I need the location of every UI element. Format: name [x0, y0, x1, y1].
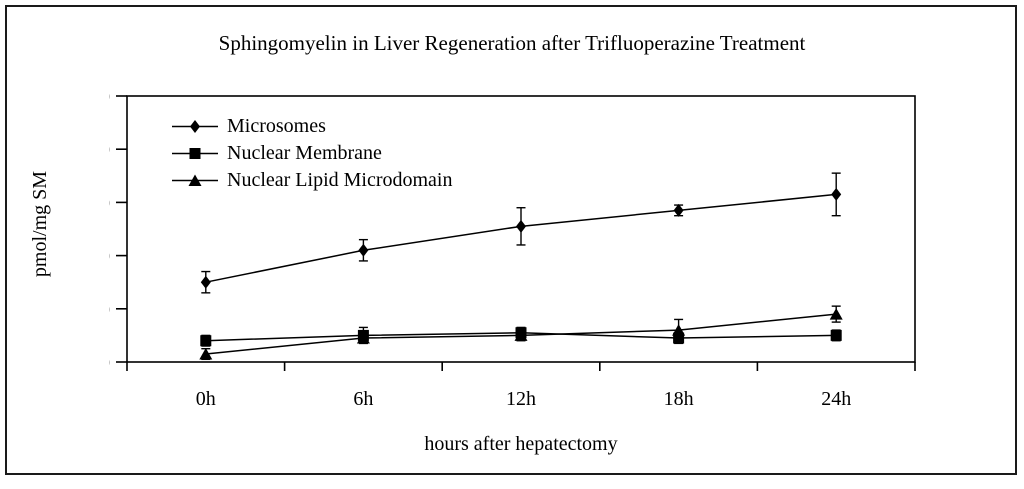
legend-marker-triangle-icon	[188, 174, 202, 186]
y-axis-title: pmol/mg SM	[29, 170, 51, 278]
x-tick-label: 0h	[196, 388, 216, 410]
legend-item-microsomes: Microsomes	[172, 113, 453, 140]
legend: Microsomes Nuclear Membrane Nuclear Lipi…	[172, 113, 453, 194]
marker-diamond-microsomes	[200, 275, 211, 289]
marker-square-nuclear-membrane	[200, 335, 212, 347]
marker-triangle-nuclear-lipid-microdomain	[514, 329, 528, 341]
legend-swatch-square-icon	[172, 148, 218, 159]
y-tick-label: 100	[109, 88, 110, 108]
y-tick-label: 40	[109, 246, 110, 268]
x-tick-label: 24h	[821, 388, 851, 410]
x-tick-label: 12h	[506, 388, 536, 410]
legend-label: Microsomes	[227, 115, 326, 137]
chart-outer-frame	[5, 5, 1017, 475]
marker-triangle-nuclear-lipid-microdomain	[199, 348, 213, 360]
plot-area: 0 20 40 60 80 100 0h 6h 12h 18h 24h	[109, 88, 916, 410]
marker-square-nuclear-membrane	[830, 329, 842, 341]
legend-marker-diamond-icon	[190, 120, 200, 133]
marker-triangle-nuclear-lipid-microdomain	[672, 324, 686, 336]
legend-item-nuclear-membrane: Nuclear Membrane	[172, 140, 453, 167]
plot-box	[126, 95, 916, 363]
y-tick-label: 0	[109, 352, 110, 374]
legend-swatch-triangle-icon	[172, 174, 218, 186]
legend-swatch-diamond-icon	[172, 120, 218, 133]
marker-triangle-nuclear-lipid-microdomain	[829, 308, 843, 320]
marker-triangle-nuclear-lipid-microdomain	[356, 332, 370, 344]
marker-diamond-microsomes	[516, 219, 526, 233]
legend-label: Nuclear Lipid Microdomain	[227, 169, 453, 191]
chart-title: Sphingomyelin in Liver Regeneration afte…	[218, 31, 806, 55]
y-tick-label: 80	[109, 139, 110, 161]
marker-diamond-microsomes	[673, 203, 684, 217]
legend-label: Nuclear Membrane	[227, 142, 382, 164]
x-tick-label: 18h	[664, 388, 694, 410]
y-tick-label: 60	[109, 192, 110, 214]
marker-diamond-microsomes	[358, 243, 369, 257]
legend-marker-square-icon	[189, 148, 201, 159]
x-axis-title: hours after hepatectomy	[424, 433, 618, 455]
y-tick-label: 20	[109, 299, 110, 321]
x-tick-label: 6h	[353, 388, 373, 410]
marker-diamond-microsomes	[831, 187, 842, 201]
legend-item-nuclear-lipid-microdomain: Nuclear Lipid Microdomain	[172, 167, 453, 194]
